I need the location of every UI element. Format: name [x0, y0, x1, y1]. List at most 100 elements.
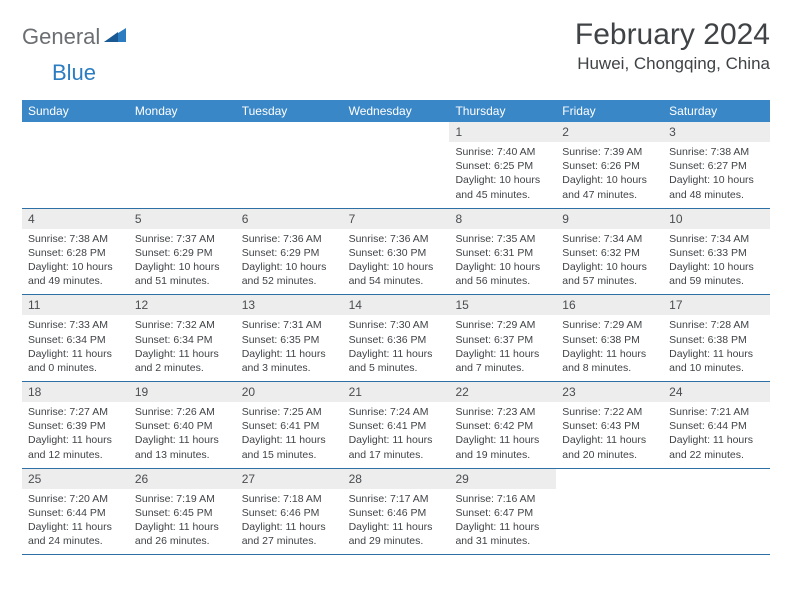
- daylight-text: Daylight: 10 hours and 51 minutes.: [135, 260, 230, 288]
- sunrise-text: Sunrise: 7:33 AM: [28, 318, 123, 332]
- sunset-text: Sunset: 6:37 PM: [455, 333, 550, 347]
- day-details: Sunrise: 7:38 AMSunset: 6:27 PMDaylight:…: [663, 142, 770, 208]
- calendar-page: General February 2024 Huwei, Chongqing, …: [0, 0, 792, 573]
- daylight-text: Daylight: 10 hours and 57 minutes.: [562, 260, 657, 288]
- day-number: 23: [556, 382, 663, 402]
- sunset-text: Sunset: 6:34 PM: [28, 333, 123, 347]
- daylight-text: Daylight: 11 hours and 0 minutes.: [28, 347, 123, 375]
- sunset-text: Sunset: 6:41 PM: [242, 419, 337, 433]
- daylight-text: Daylight: 11 hours and 19 minutes.: [455, 433, 550, 461]
- dayhead-mon: Monday: [129, 100, 236, 122]
- sunrise-text: Sunrise: 7:23 AM: [455, 405, 550, 419]
- daylight-text: Daylight: 11 hours and 10 minutes.: [669, 347, 764, 375]
- daylight-text: Daylight: 11 hours and 31 minutes.: [455, 520, 550, 548]
- daylight-text: Daylight: 11 hours and 15 minutes.: [242, 433, 337, 461]
- day-cell: 28Sunrise: 7:17 AMSunset: 6:46 PMDayligh…: [343, 469, 450, 555]
- day-cell: 27Sunrise: 7:18 AMSunset: 6:46 PMDayligh…: [236, 469, 343, 555]
- daylight-text: Daylight: 11 hours and 12 minutes.: [28, 433, 123, 461]
- sunset-text: Sunset: 6:27 PM: [669, 159, 764, 173]
- day-number: 19: [129, 382, 236, 402]
- day-details: Sunrise: 7:23 AMSunset: 6:42 PMDaylight:…: [449, 402, 556, 468]
- day-number: 14: [343, 295, 450, 315]
- sunrise-text: Sunrise: 7:28 AM: [669, 318, 764, 332]
- day-number: 27: [236, 469, 343, 489]
- day-details: Sunrise: 7:34 AMSunset: 6:33 PMDaylight:…: [663, 229, 770, 295]
- day-details: Sunrise: 7:30 AMSunset: 6:36 PMDaylight:…: [343, 315, 450, 381]
- day-details: Sunrise: 7:35 AMSunset: 6:31 PMDaylight:…: [449, 229, 556, 295]
- logo-triangle-icon: [104, 26, 130, 49]
- sunrise-text: Sunrise: 7:16 AM: [455, 492, 550, 506]
- day-cell: 14Sunrise: 7:30 AMSunset: 6:36 PMDayligh…: [343, 295, 450, 381]
- day-details: Sunrise: 7:22 AMSunset: 6:43 PMDaylight:…: [556, 402, 663, 468]
- brand-part2: Blue: [52, 60, 96, 86]
- sunrise-text: Sunrise: 7:38 AM: [669, 145, 764, 159]
- day-cell: 29 Sunrise: 7:16 AMSunset: 6:47 PMDayligh…: [449, 469, 556, 555]
- daylight-text: Daylight: 11 hours and 29 minutes.: [349, 520, 444, 548]
- day-cell: [129, 122, 236, 208]
- day-number: 4: [22, 209, 129, 229]
- sunrise-text: Sunrise: 7:27 AM: [28, 405, 123, 419]
- sunrise-text: Sunrise: 7:37 AM: [135, 232, 230, 246]
- day-cell: [556, 469, 663, 555]
- dayhead-tue: Tuesday: [236, 100, 343, 122]
- day-cell: 26Sunrise: 7:19 AMSunset: 6:45 PMDayligh…: [129, 469, 236, 555]
- sunset-text: Sunset: 6:44 PM: [669, 419, 764, 433]
- sunset-text: Sunset: 6:40 PM: [135, 419, 230, 433]
- day-number: 24: [663, 382, 770, 402]
- sunset-text: Sunset: 6:47 PM: [455, 506, 550, 520]
- daylight-text: Daylight: 10 hours and 45 minutes.: [455, 173, 550, 201]
- sunrise-text: Sunrise: 7:38 AM: [28, 232, 123, 246]
- day-details: Sunrise: 7:28 AMSunset: 6:38 PMDaylight:…: [663, 315, 770, 381]
- day-number: 18: [22, 382, 129, 402]
- daylight-text: Daylight: 11 hours and 17 minutes.: [349, 433, 444, 461]
- weeks-container: 1Sunrise: 7:40 AMSunset: 6:25 PMDaylight…: [22, 122, 770, 555]
- day-details: Sunrise: 7:40 AMSunset: 6:25 PMDaylight:…: [449, 142, 556, 208]
- day-number: 5: [129, 209, 236, 229]
- day-number: 6: [236, 209, 343, 229]
- day-details: Sunrise: 7:29 AMSunset: 6:37 PMDaylight:…: [449, 315, 556, 381]
- day-details: Sunrise: 7:17 AMSunset: 6:46 PMDaylight:…: [343, 489, 450, 555]
- day-details: Sunrise: 7:24 AMSunset: 6:41 PMDaylight:…: [343, 402, 450, 468]
- day-cell: 6Sunrise: 7:36 AMSunset: 6:29 PMDaylight…: [236, 209, 343, 295]
- daylight-text: Daylight: 11 hours and 20 minutes.: [562, 433, 657, 461]
- day-number: 28: [343, 469, 450, 489]
- week-row: 25Sunrise: 7:20 AMSunset: 6:44 PMDayligh…: [22, 469, 770, 556]
- day-number: 22: [449, 382, 556, 402]
- sunset-text: Sunset: 6:36 PM: [349, 333, 444, 347]
- sunset-text: Sunset: 6:28 PM: [28, 246, 123, 260]
- sunset-text: Sunset: 6:44 PM: [28, 506, 123, 520]
- day-cell: 7Sunrise: 7:36 AMSunset: 6:30 PMDaylight…: [343, 209, 450, 295]
- day-number: 16: [556, 295, 663, 315]
- daylight-text: Daylight: 11 hours and 27 minutes.: [242, 520, 337, 548]
- month-title: February 2024: [575, 18, 770, 52]
- sunrise-text: Sunrise: 7:40 AM: [455, 145, 550, 159]
- day-cell: 17Sunrise: 7:28 AMSunset: 6:38 PMDayligh…: [663, 295, 770, 381]
- day-number: 29: [449, 469, 556, 489]
- sunrise-text: Sunrise: 7:25 AM: [242, 405, 337, 419]
- dayhead-sun: Sunday: [22, 100, 129, 122]
- sunrise-text: Sunrise: 7:36 AM: [349, 232, 444, 246]
- day-number: 13: [236, 295, 343, 315]
- brand-logo: General: [22, 18, 132, 50]
- day-details: Sunrise: 7:21 AMSunset: 6:44 PMDaylight:…: [663, 402, 770, 468]
- day-number: 7: [343, 209, 450, 229]
- day-details: Sunrise: 7:26 AMSunset: 6:40 PMDaylight:…: [129, 402, 236, 468]
- sunset-text: Sunset: 6:41 PM: [349, 419, 444, 433]
- day-details: Sunrise: 7:20 AMSunset: 6:44 PMDaylight:…: [22, 489, 129, 555]
- day-details: Sunrise: 7:37 AMSunset: 6:29 PMDaylight:…: [129, 229, 236, 295]
- sunset-text: Sunset: 6:38 PM: [562, 333, 657, 347]
- daylight-text: Daylight: 10 hours and 48 minutes.: [669, 173, 764, 201]
- day-cell: 18Sunrise: 7:27 AMSunset: 6:39 PMDayligh…: [22, 382, 129, 468]
- day-details: Sunrise: 7:32 AMSunset: 6:34 PMDaylight:…: [129, 315, 236, 381]
- day-details: Sunrise: 7:19 AMSunset: 6:45 PMDaylight:…: [129, 489, 236, 555]
- sunset-text: Sunset: 6:30 PM: [349, 246, 444, 260]
- day-cell: 5Sunrise: 7:37 AMSunset: 6:29 PMDaylight…: [129, 209, 236, 295]
- sunset-text: Sunset: 6:35 PM: [242, 333, 337, 347]
- dayhead-thu: Thursday: [449, 100, 556, 122]
- day-number: 10: [663, 209, 770, 229]
- day-number: 26: [129, 469, 236, 489]
- sunrise-text: Sunrise: 7:32 AM: [135, 318, 230, 332]
- sunrise-text: Sunrise: 7:17 AM: [349, 492, 444, 506]
- day-number: 2: [556, 122, 663, 142]
- day-cell: [663, 469, 770, 555]
